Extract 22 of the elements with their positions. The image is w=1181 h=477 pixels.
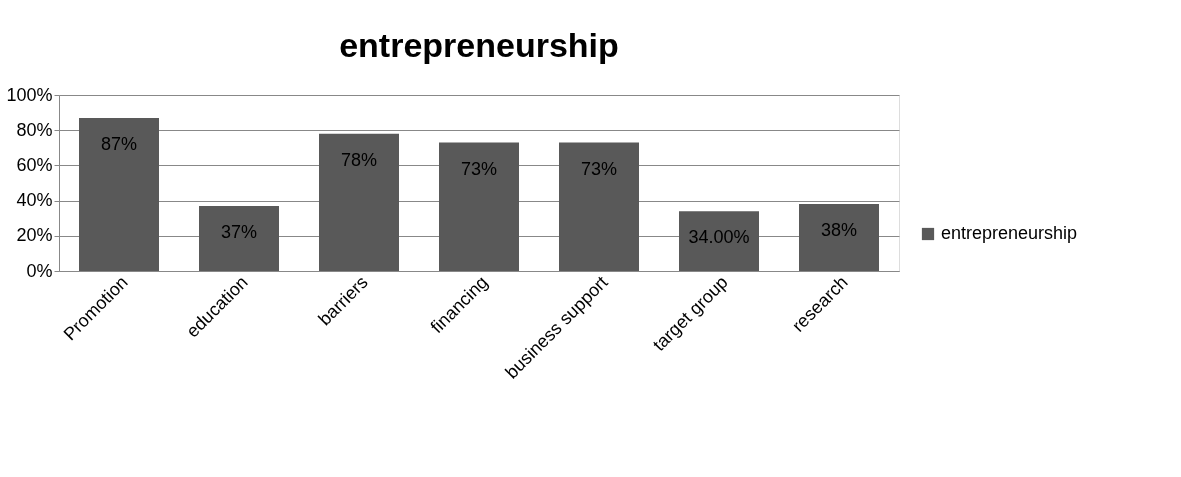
legend-label: entrepreneurship [941,223,1078,243]
data-label: 73% [580,158,618,179]
bar [199,205,279,271]
bar [679,211,759,271]
data-label: 78% [340,149,378,170]
chart-title: entrepreneurship [339,26,619,64]
y-tick-label: 80% [16,119,53,140]
data-label: 87% [100,133,138,154]
bar [439,142,519,271]
bar [559,142,639,271]
y-tick-label: 20% [16,225,53,246]
y-tick-label: 60% [16,154,53,175]
y-tick-label: 100% [6,84,53,105]
bar [799,204,879,271]
data-label: 34.00% [688,227,750,248]
y-tick-label: 40% [16,190,53,211]
bar [319,133,399,271]
bar [79,117,159,271]
data-label: 38% [820,220,858,241]
data-label: 73% [460,158,498,179]
data-label: 37% [220,221,258,242]
y-tick-label: 0% [26,260,53,281]
